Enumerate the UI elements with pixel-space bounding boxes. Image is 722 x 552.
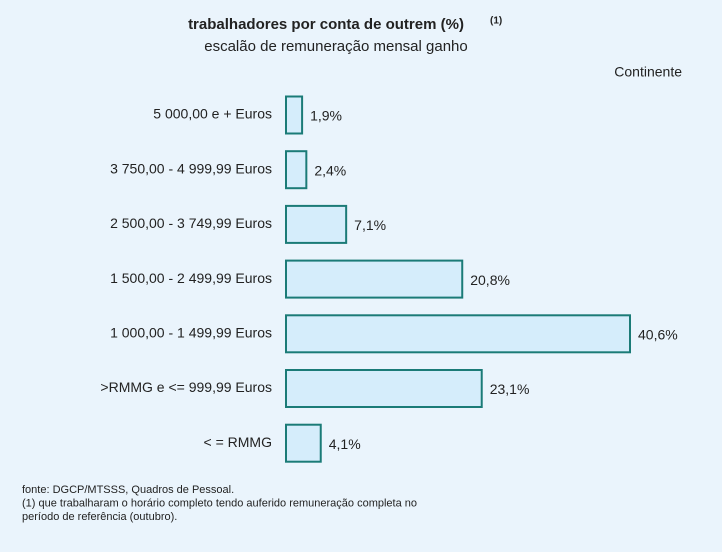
footnote: (1) que trabalharam o horário completo t… [22, 497, 417, 509]
chart-title: trabalhadores por conta de outrem (%) [188, 16, 464, 33]
annotation: Continente [614, 64, 682, 80]
bar [285, 369, 483, 408]
bar [285, 259, 464, 299]
bar [285, 95, 304, 135]
category-label: >RMMG e <= 999,99 Euros [100, 379, 272, 395]
category-label: 1 500,00 - 2 499,99 Euros [110, 270, 272, 286]
title-note: (1) [490, 16, 502, 27]
footnote: período de referência (outubro). [22, 511, 177, 523]
value-label: 1,9% [310, 108, 342, 124]
value-label: 4,1% [329, 436, 361, 452]
bar [285, 204, 348, 244]
category-label: < = RMMG [204, 434, 272, 450]
value-label: 7,1% [354, 217, 386, 233]
bar [285, 150, 308, 190]
value-label: 2,4% [314, 162, 346, 178]
category-label: 3 750,00 - 4 999,99 Euros [110, 160, 272, 176]
chart-subtitle: escalão de remuneração mensal ganho [204, 38, 468, 55]
category-label: 5 000,00 e + Euros [153, 106, 272, 122]
value-label: 23,1% [490, 381, 530, 397]
value-label: 40,6% [638, 327, 678, 343]
bar [285, 423, 322, 463]
footnote: fonte: DGCP/MTSSS, Quadros de Pessoal. [22, 484, 234, 496]
value-label: 20,8% [470, 272, 510, 288]
category-label: 2 500,00 - 3 749,99 Euros [110, 215, 272, 231]
category-label: 1 000,00 - 1 499,99 Euros [110, 325, 272, 341]
bar [285, 314, 631, 354]
